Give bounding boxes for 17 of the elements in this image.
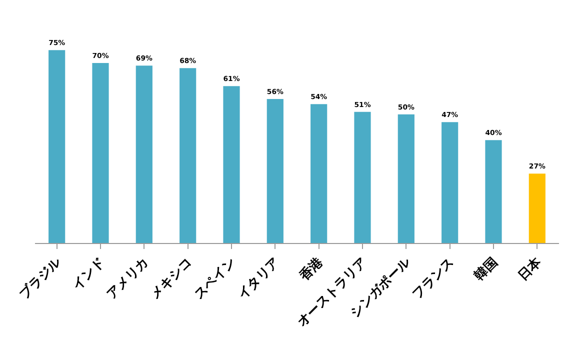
x-tick-label: ブラジル — [16, 254, 65, 302]
bar — [223, 86, 240, 243]
bar — [48, 50, 66, 243]
x-tick-label: 香港 — [296, 254, 327, 285]
bar — [354, 112, 371, 243]
bar — [398, 114, 414, 243]
bar — [266, 99, 284, 243]
bar — [310, 104, 328, 243]
x-tick-label: 日本 — [516, 254, 546, 284]
bar — [180, 68, 196, 243]
bar — [442, 122, 458, 243]
bar — [528, 174, 546, 243]
x-tick-label: フランス — [410, 254, 458, 302]
bar — [136, 66, 152, 243]
x-tick-label: 韓国 — [472, 254, 501, 284]
bar — [485, 140, 502, 243]
bar — [92, 63, 109, 243]
